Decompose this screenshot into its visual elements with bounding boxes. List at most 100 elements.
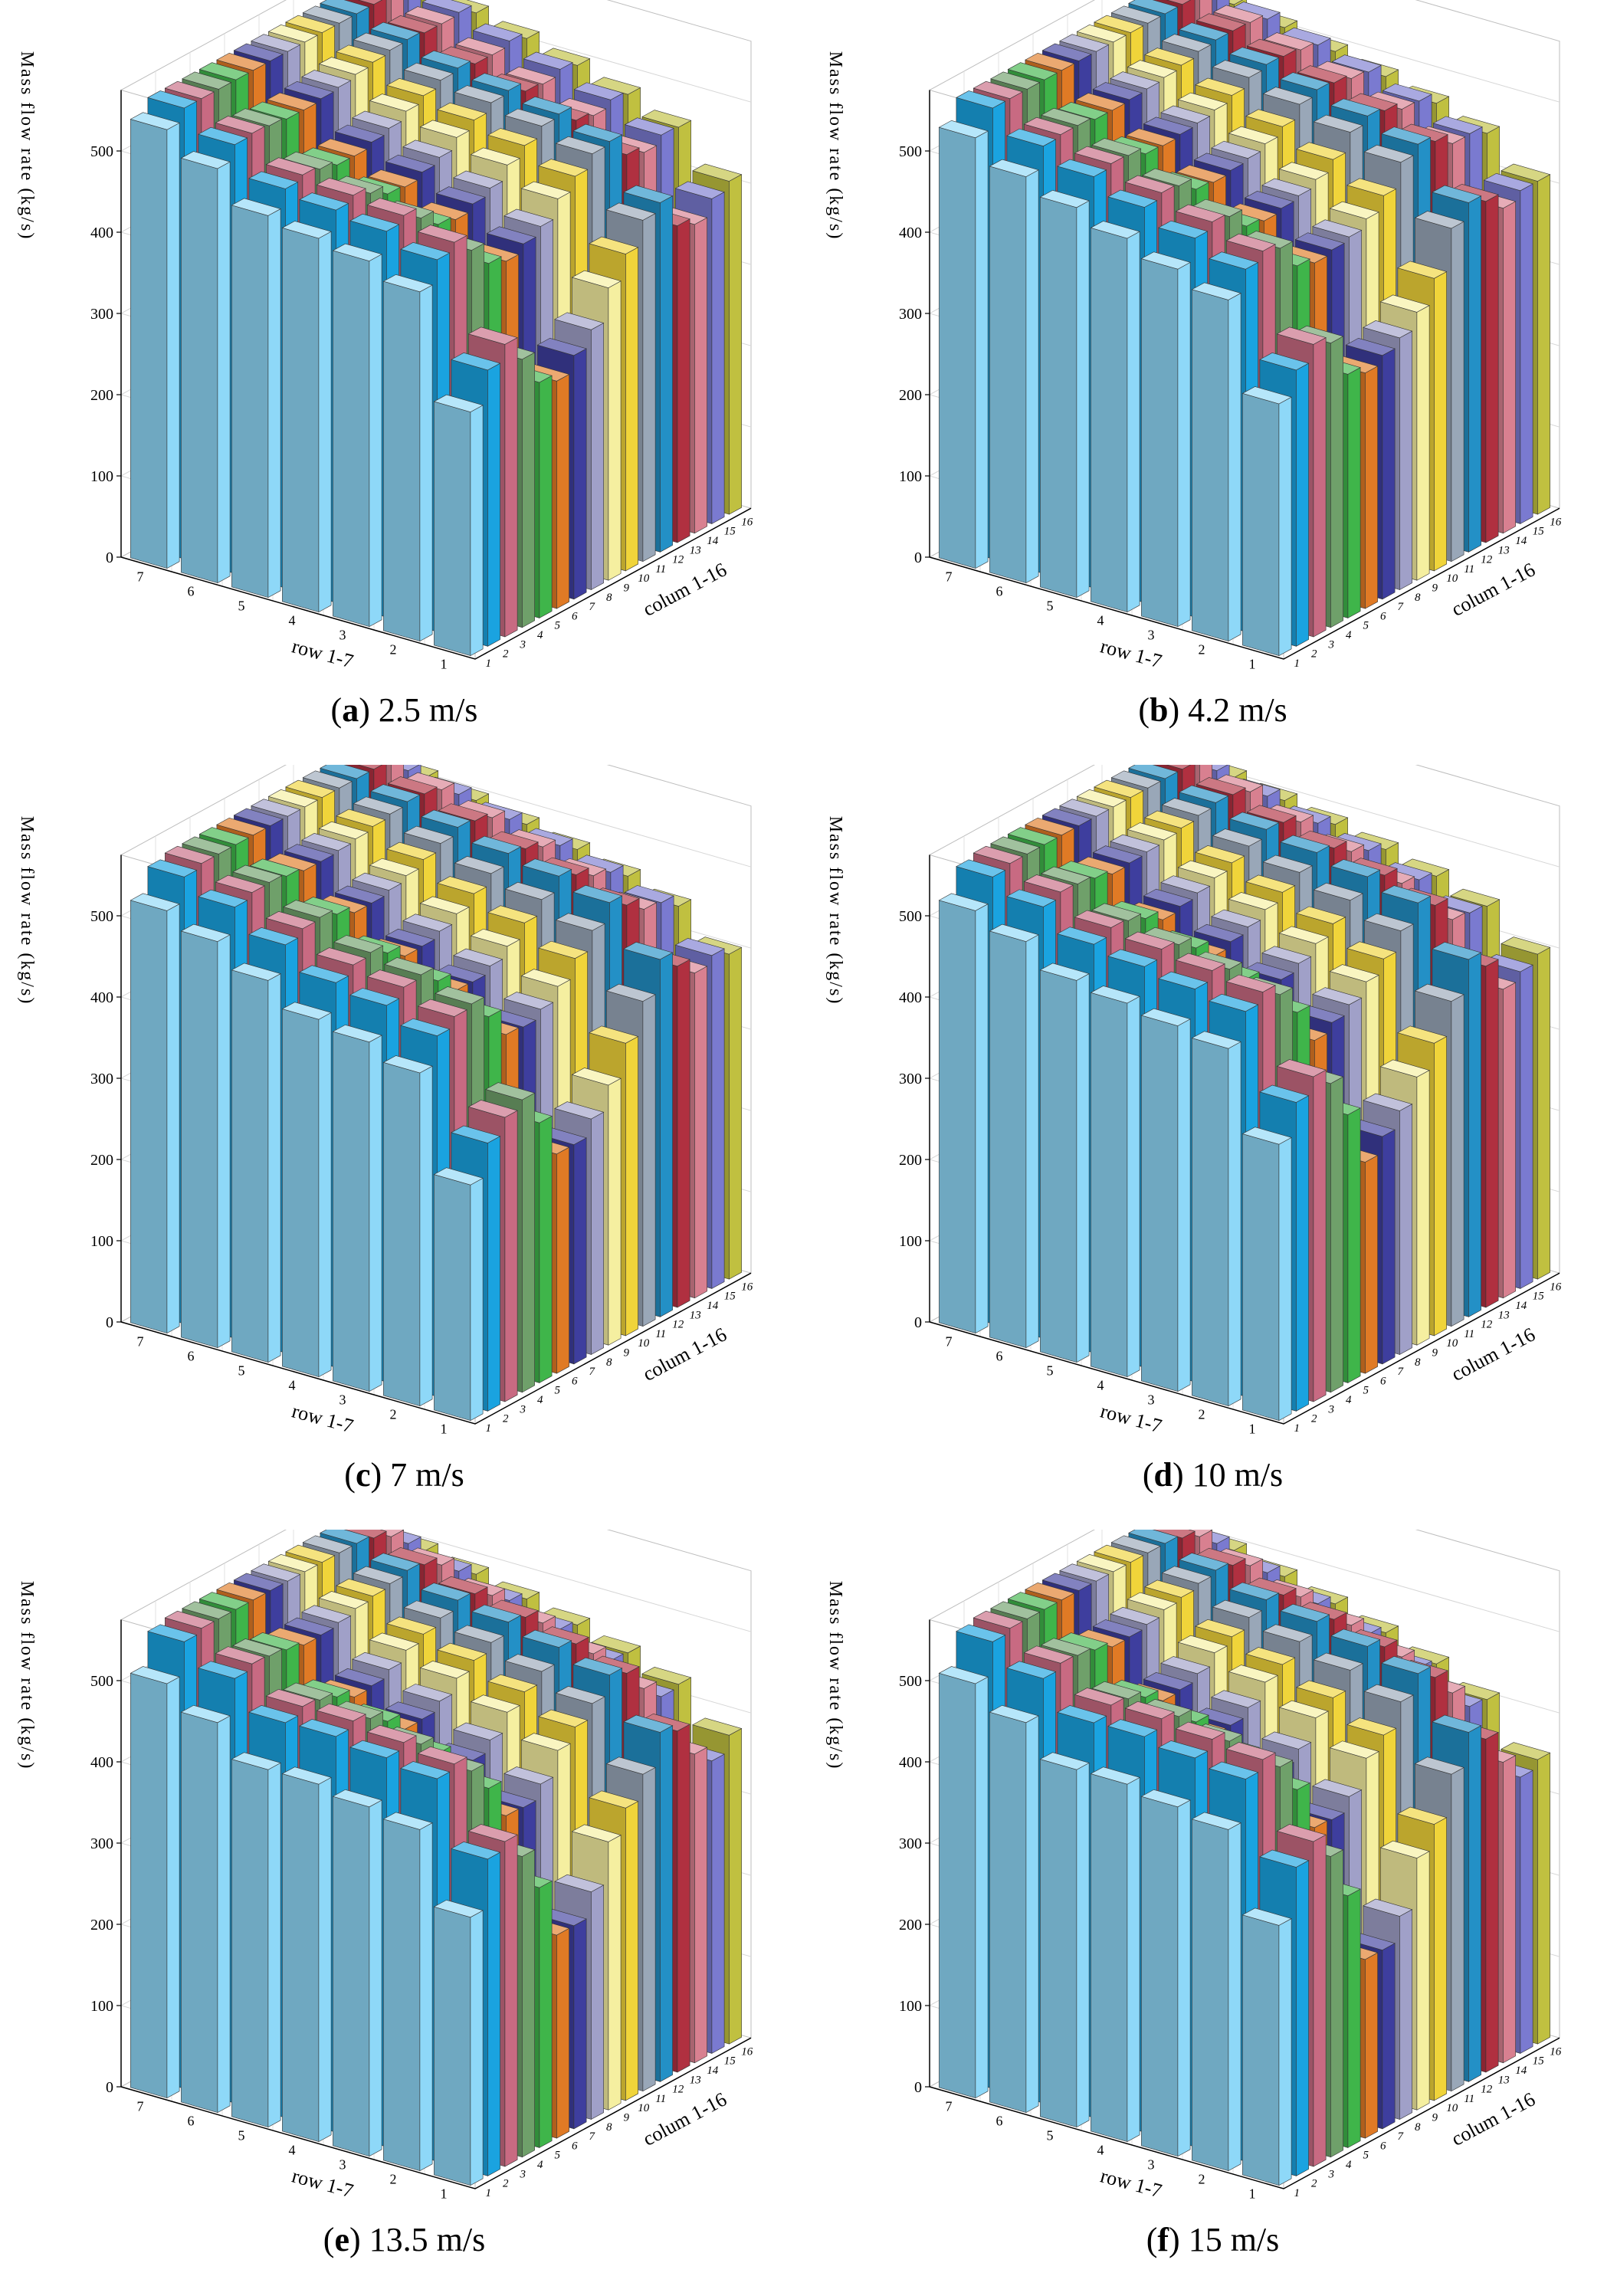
- bar-top-face: [231, 963, 281, 981]
- bar-top-face: [972, 80, 1023, 100]
- bar-top-face: [281, 1002, 332, 1020]
- bar-side-face: [231, 969, 269, 1363]
- row-tick-label-d: 2: [1199, 1407, 1205, 1422]
- bar-top-face: [366, 1724, 417, 1743]
- column-tick-label-c: 4: [537, 1394, 543, 1406]
- bar-front-face: [556, 1146, 569, 1374]
- bar-front-face: [1416, 1070, 1430, 1346]
- bar-top-face: [1330, 98, 1381, 116]
- bar-front-face: [1434, 1035, 1447, 1337]
- bar-top-face: [471, 1604, 522, 1622]
- bar-top-face: [1025, 1582, 1075, 1601]
- bar-side-face: [181, 930, 218, 1349]
- bar-top-face: [1143, 888, 1193, 907]
- bar-r3-c1-e: [332, 1789, 382, 2157]
- bar-front-face: [1434, 271, 1447, 572]
- bar-front-face: [419, 1065, 433, 1407]
- bar-top-face: [1144, 810, 1195, 828]
- bar-top-face: [387, 15, 438, 34]
- bar-top-face: [1175, 953, 1225, 971]
- bar-top-face: [164, 845, 215, 864]
- bar-top-face: [520, 181, 571, 199]
- floor-axes-d: [929, 1272, 1560, 1425]
- bar-side-face: [282, 1009, 320, 1378]
- z-tick-label-b: 400: [899, 225, 922, 241]
- bar-top-face: [419, 120, 470, 138]
- bar-top-face: [419, 896, 470, 914]
- bars-a: [130, 0, 743, 657]
- bar-front-face: [1025, 1715, 1039, 2114]
- column-tick-label-c: 9: [624, 1346, 630, 1359]
- column-tick-label-b: 7: [1398, 601, 1405, 613]
- bar-top-face: [233, 43, 284, 61]
- bar-top-face: [1280, 1603, 1330, 1622]
- column-tick-label-c: 6: [572, 1375, 578, 1387]
- column-tick-label-e: 5: [555, 2150, 561, 2162]
- row-tick-label-c: 1: [441, 1422, 448, 1437]
- bar-top-face: [589, 1025, 639, 1044]
- bar-front-face: [975, 1676, 989, 2099]
- bar-top-face: [1225, 233, 1276, 251]
- column-tick-label-b: 16: [1550, 516, 1562, 528]
- row-tick-label-c: 3: [339, 1392, 346, 1408]
- column-tick-label-f: 10: [1446, 2102, 1458, 2114]
- column-tick-label-e: 6: [572, 2140, 578, 2152]
- bar-top-face: [554, 1874, 605, 1893]
- bar-top-face: [487, 905, 538, 923]
- bar-top-face: [1211, 1690, 1261, 1708]
- row-tick-label-a: 6: [188, 584, 195, 599]
- bar-front-face: [522, 1849, 535, 2158]
- bar-top-face: [231, 1752, 281, 1770]
- column-tick-label-c: 7: [589, 1366, 596, 1378]
- bar-top-face: [265, 157, 316, 175]
- bar-top-face: [1110, 1606, 1160, 1625]
- bar-top-face: [417, 225, 467, 243]
- bar-top-face: [536, 337, 587, 356]
- bar-top-face: [267, 1554, 318, 1573]
- column-tick-label-e: 2: [503, 2178, 509, 2190]
- bar-front-face: [1313, 1834, 1327, 2167]
- bar-front-face: [1537, 946, 1550, 1280]
- bar-front-face: [1365, 1155, 1378, 1374]
- bar-side-face: [1040, 196, 1077, 599]
- bar-top-face: [265, 1688, 316, 1707]
- bar-front-face: [539, 1115, 553, 1383]
- bar-top-face: [573, 82, 624, 100]
- bar-top-face: [1107, 189, 1158, 208]
- bar-front-face: [1177, 261, 1191, 628]
- column-tick-label-e: 16: [741, 2045, 753, 2058]
- bar-top-face: [405, 6, 455, 25]
- bar-top-face: [421, 0, 472, 13]
- bar-top-face: [1381, 126, 1432, 145]
- bar-top-face: [400, 1761, 451, 1779]
- column-tick-label-a: 13: [690, 544, 701, 556]
- bar-top-face: [1091, 138, 1142, 156]
- bar-top-face: [1330, 1629, 1381, 1647]
- row-tick-label-b: 3: [1148, 628, 1155, 643]
- bar-top-face: [1124, 1701, 1175, 1720]
- bar-front-face: [556, 373, 569, 609]
- column-tick-label-f: 3: [1328, 2168, 1335, 2180]
- bar-top-face: [1140, 251, 1191, 270]
- bar-top-face: [1007, 62, 1058, 80]
- row-tick-label-b: 6: [996, 584, 1003, 599]
- bar-top-face: [1006, 1661, 1057, 1679]
- bar-top-face: [692, 1717, 743, 1736]
- bar-side-face: [282, 227, 320, 613]
- caption-speed-c: 7 m/s: [390, 1456, 464, 1494]
- bar-side-face: [939, 1672, 976, 2099]
- bar-front-face: [318, 1012, 332, 1378]
- bar-front-face: [556, 1927, 569, 2139]
- bar-top-face: [301, 70, 352, 88]
- floor-axes-e: [120, 2037, 752, 2189]
- bar-front-face: [975, 904, 989, 1334]
- bar-r2-c1-a: [382, 274, 433, 642]
- z-tick-label-f: 200: [899, 1917, 922, 1934]
- bar-top-face: [605, 983, 656, 1002]
- z-tick-label-c: 0: [106, 1314, 113, 1331]
- bar-top-face: [1195, 77, 1245, 96]
- bar-front-face: [166, 122, 180, 569]
- bar-front-face: [625, 1035, 638, 1337]
